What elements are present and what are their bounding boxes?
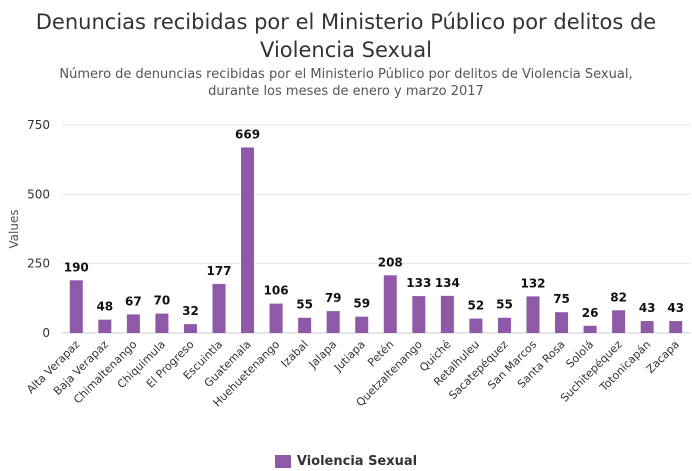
chart-title-line-1: Denuncias recibidas por el Ministerio Pú… [35, 10, 657, 34]
x-tick-label: Izabal [279, 338, 311, 370]
bar [583, 325, 597, 333]
data-label: 134 [435, 276, 460, 290]
y-tick-label: 500 [27, 187, 50, 201]
data-label: 177 [206, 264, 231, 278]
y-tick-label: 0 [42, 326, 50, 340]
chart-title-line-2: Violencia Sexual [260, 38, 432, 62]
data-label: 132 [520, 276, 545, 290]
bar [469, 318, 483, 333]
bar [640, 321, 654, 333]
bar [69, 280, 83, 333]
bar [241, 147, 255, 333]
y-tick-label: 750 [27, 118, 50, 132]
y-tick-label: 250 [27, 257, 50, 271]
data-label: 55 [496, 298, 513, 312]
bar [497, 317, 511, 333]
data-label: 43 [667, 301, 684, 315]
data-label: 79 [325, 291, 342, 305]
data-label: 67 [125, 294, 142, 308]
bar [412, 296, 426, 333]
bar [212, 283, 226, 333]
bar [269, 303, 283, 333]
data-label: 106 [264, 284, 289, 298]
y-axis-label: Values [7, 209, 21, 248]
chart-title: Denuncias recibidas por el Ministerio Pú… [0, 8, 692, 64]
data-label: 75 [553, 292, 570, 306]
chart-subtitle-line-2: durante los meses de enero y marzo 2017 [208, 84, 484, 99]
legend[interactable]: Violencia Sexual [0, 454, 692, 469]
data-label: 190 [64, 260, 89, 274]
data-label: 43 [639, 301, 656, 315]
bar [98, 319, 112, 333]
legend-label: Violencia Sexual [296, 454, 418, 469]
chart-subtitle-line-1: Número de denuncias recibidas por el Min… [59, 67, 633, 82]
bar [326, 311, 340, 333]
data-label: 669 [235, 127, 260, 141]
data-label: 52 [468, 299, 485, 313]
data-label: 82 [610, 290, 627, 304]
chart-subtitle: Número de denuncias recibidas por el Min… [0, 66, 692, 100]
data-label: 70 [154, 294, 171, 308]
legend-swatch [274, 455, 291, 468]
bar [126, 314, 140, 333]
bar [183, 324, 197, 333]
x-tick-label: Jutiapa [331, 338, 368, 375]
bar [155, 313, 169, 333]
data-label: 133 [406, 276, 431, 290]
data-label: 208 [378, 255, 403, 269]
data-label: 48 [96, 300, 113, 314]
bar [555, 312, 569, 333]
data-label: 26 [582, 306, 599, 320]
data-label: 59 [353, 297, 370, 311]
bar [355, 316, 369, 333]
bar [298, 317, 312, 333]
bar [612, 310, 626, 333]
bar [669, 321, 683, 333]
bar [440, 295, 454, 333]
bar [526, 296, 540, 333]
data-label: 32 [182, 304, 199, 318]
data-label: 55 [296, 298, 313, 312]
bar [383, 275, 397, 333]
